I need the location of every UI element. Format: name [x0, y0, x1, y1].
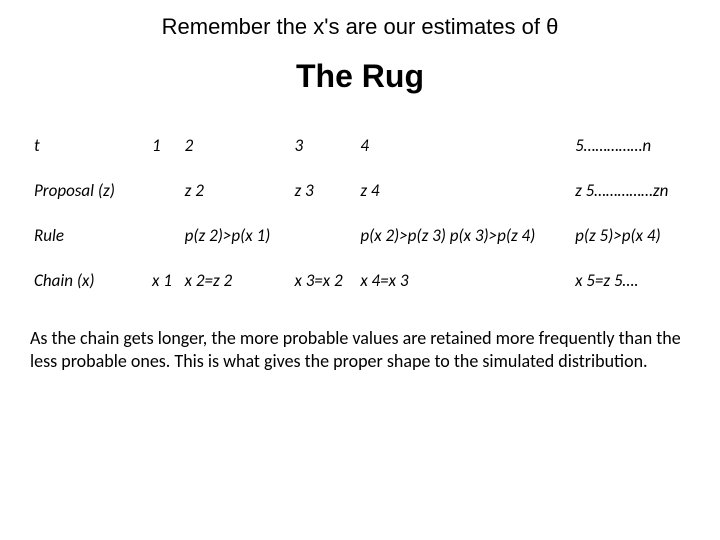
explanation-paragraph: As the chain gets longer, the more proba… [30, 327, 690, 374]
cell: 5……………n [571, 123, 690, 168]
cell [148, 168, 181, 213]
row-label: Rule [30, 213, 148, 258]
row-label: Proposal (z) [30, 168, 148, 213]
cell: x 4=x 3 [356, 258, 571, 303]
cell: z 5……………zn [571, 168, 690, 213]
row-label: t [30, 123, 148, 168]
cell: x 5=z 5…. [571, 258, 690, 303]
table-row: Proposal (z) z 2 z 3 z 4 z 5……………zn [30, 168, 690, 213]
cell: 3 [290, 123, 356, 168]
table-row: Chain (x) x 1 x 2=z 2 x 3=x 2 x 4=x 3 x … [30, 258, 690, 303]
cell [290, 213, 356, 258]
cell: 1 [148, 123, 181, 168]
row-label: Chain (x) [30, 258, 148, 303]
cell: 4 [356, 123, 571, 168]
cell: p(z 5)>p(x 4) [571, 213, 690, 258]
cell [148, 213, 181, 258]
slide-subtitle: Remember the x's are our estimates of θ [30, 14, 690, 40]
cell: x 1 [148, 258, 181, 303]
cell: z 2 [181, 168, 291, 213]
cell: z 3 [290, 168, 356, 213]
cell: x 2=z 2 [181, 258, 291, 303]
cell: z 4 [356, 168, 571, 213]
slide-title: The Rug [30, 58, 690, 95]
cell: p(z 2)>p(x 1) [181, 213, 291, 258]
chain-table: t 1 2 3 4 5……………n Proposal (z) z 2 z 3 z… [30, 123, 690, 303]
cell: p(x 2)>p(z 3) p(x 3)>p(z 4) [356, 213, 571, 258]
table-row: t 1 2 3 4 5……………n [30, 123, 690, 168]
table-row: Rule p(z 2)>p(x 1) p(x 2)>p(z 3) p(x 3)>… [30, 213, 690, 258]
cell: 2 [181, 123, 291, 168]
slide: Remember the x's are our estimates of θ … [0, 0, 720, 384]
cell: x 3=x 2 [290, 258, 356, 303]
